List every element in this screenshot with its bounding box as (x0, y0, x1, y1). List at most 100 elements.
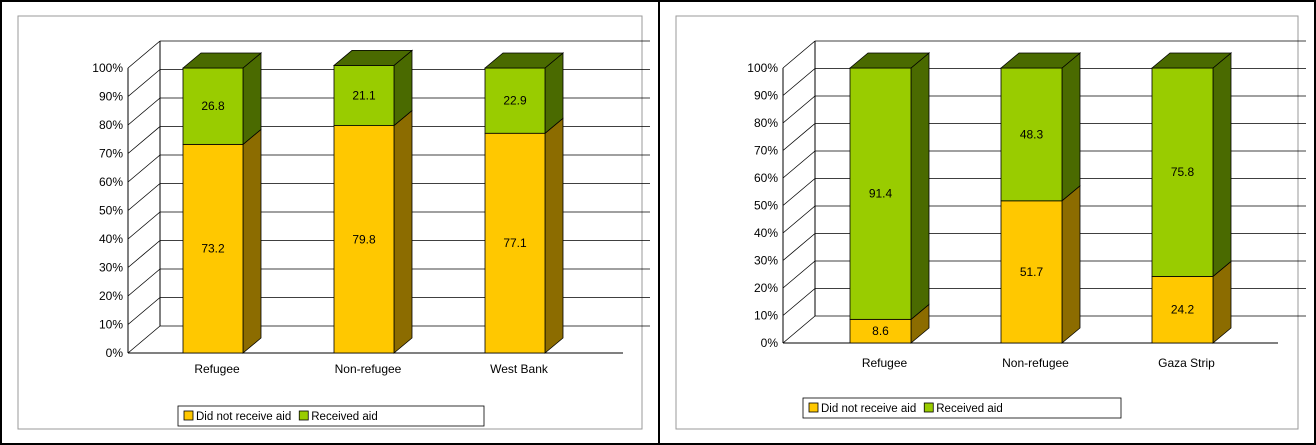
legend-swatch (808, 402, 819, 413)
y-tick-label: 40% (99, 232, 123, 246)
gridline-diagonal (782, 123, 816, 151)
gridline-diagonal (782, 178, 816, 206)
data-label-did-not-receive: 79.8 (352, 232, 376, 246)
y-tick-label: 20% (99, 289, 123, 303)
gridline-diagonal (782, 260, 816, 289)
y-tick-label: 100% (747, 61, 778, 75)
data-label-received: 75.8 (1171, 165, 1195, 179)
y-tick-label: 50% (99, 204, 123, 218)
bar-received-side (910, 52, 930, 321)
gridline-diagonal (127, 325, 161, 354)
y-tick-label: 70% (754, 144, 778, 158)
bar-did-not-receive (1000, 200, 1063, 344)
gridline-diagonal (782, 205, 816, 234)
gridline-diagonal (782, 233, 816, 261)
y-tick-label: 70% (99, 147, 123, 161)
gridline-diagonal (127, 40, 161, 69)
x-tick-label: Gaza Strip (1158, 356, 1215, 370)
y-tick-label: 60% (754, 171, 778, 185)
bar-received-top (1150, 52, 1233, 69)
gridline-diagonal (127, 126, 161, 154)
gridline-diagonal (127, 297, 161, 325)
gridline-diagonal (782, 68, 816, 96)
bar-did-not-receive-side (393, 109, 413, 354)
chart-west-bank: 0% 10% 20% 30% 40% 50% 60% 70% 80% 90% 100% 73.2 26.… (17, 15, 650, 430)
bar-did-not-receive-side (1061, 184, 1081, 344)
bar-did-not-receive (484, 132, 546, 354)
bar-received (1151, 67, 1214, 277)
legend: Did not receive aid Received aid (802, 397, 1122, 419)
x-tick-label: Refugee (862, 356, 908, 370)
gridline-diagonal (782, 95, 816, 124)
gridline-diagonal (127, 211, 161, 240)
y-tick-label: 10% (754, 309, 778, 323)
data-label-received: 48.3 (1020, 127, 1044, 141)
y-tick-label: 10% (99, 318, 123, 332)
bar-received (182, 67, 244, 145)
data-label-received: 22.9 (503, 94, 527, 108)
gridline-diagonal (127, 69, 161, 97)
legend-swatch (183, 410, 194, 421)
y-tick-label: 100% (92, 61, 123, 75)
legend-swatch (298, 410, 309, 421)
bar-received (1000, 67, 1063, 202)
legend-box (802, 397, 1122, 419)
y-tick-label: 60% (99, 175, 123, 189)
data-label-received: 91.4 (869, 187, 893, 201)
y-tick-label: 30% (754, 254, 778, 268)
bar-did-not-receive-side (242, 128, 262, 354)
gridline-diagonal (127, 268, 161, 297)
bar-received (484, 67, 546, 134)
legend-label: Did not receive aid (196, 411, 291, 423)
chart-gaza-strip: 0% 10% 20% 30% 40% 50% 60% 70% 80% 90% 100% 8.6 91.4… (675, 15, 1306, 430)
x-tick-label: Non-refugee (335, 362, 402, 376)
legend-box (177, 405, 485, 427)
gridline-diagonal (127, 154, 161, 183)
y-tick-label: 90% (99, 90, 123, 104)
gridline-diagonal (782, 288, 816, 316)
y-tick-label: 80% (754, 116, 778, 130)
bar-received-top (848, 52, 931, 69)
y-tick-label: 30% (99, 261, 123, 275)
y-tick-label: 50% (754, 199, 778, 213)
data-label-did-not-receive: 24.2 (1171, 303, 1195, 317)
gridline-diagonal (127, 183, 161, 211)
y-tick-label: 20% (754, 281, 778, 295)
bar-received (849, 67, 912, 320)
bar-received-side (1061, 52, 1081, 202)
legend-label: Received aid (936, 403, 1002, 415)
y-tick-label: 40% (754, 226, 778, 240)
bar-received-top (999, 52, 1082, 69)
gridline-diagonal (127, 240, 161, 268)
y-tick-label: 0% (761, 336, 779, 350)
bar-received-side (1212, 52, 1232, 278)
bar-did-not-receive (333, 125, 395, 354)
data-label-did-not-receive: 73.2 (201, 242, 225, 256)
bar-did-not-receive (1151, 276, 1214, 344)
x-tick-label: West Bank (490, 362, 549, 376)
gridline-diagonal (782, 150, 816, 179)
x-tick-label: Non-refugee (1002, 356, 1069, 370)
data-label-did-not-receive: 77.1 (503, 236, 527, 250)
bar-received-top (181, 52, 263, 69)
legend-label: Did not receive aid (821, 403, 916, 415)
legend: Did not receive aid Received aid (177, 405, 485, 427)
y-tick-label: 90% (754, 89, 778, 103)
bar-received-top (483, 52, 565, 69)
data-label-received: 21.1 (352, 89, 376, 103)
legend-label: Received aid (311, 411, 377, 423)
bar-received-top (332, 50, 414, 66)
legend-swatch (923, 402, 934, 413)
data-label-received: 26.8 (201, 99, 225, 113)
y-tick-label: 80% (99, 118, 123, 132)
bar-did-not-receive (182, 143, 244, 354)
y-tick-label: 0% (106, 346, 124, 360)
gridline-diagonal (782, 315, 816, 344)
x-tick-label: Refugee (194, 362, 240, 376)
gridline-diagonal (782, 40, 816, 69)
data-label-did-not-receive: 8.6 (872, 324, 889, 338)
bar-did-not-receive-side (544, 117, 564, 354)
bar-received-side (242, 52, 262, 146)
gridline-diagonal (127, 97, 161, 126)
